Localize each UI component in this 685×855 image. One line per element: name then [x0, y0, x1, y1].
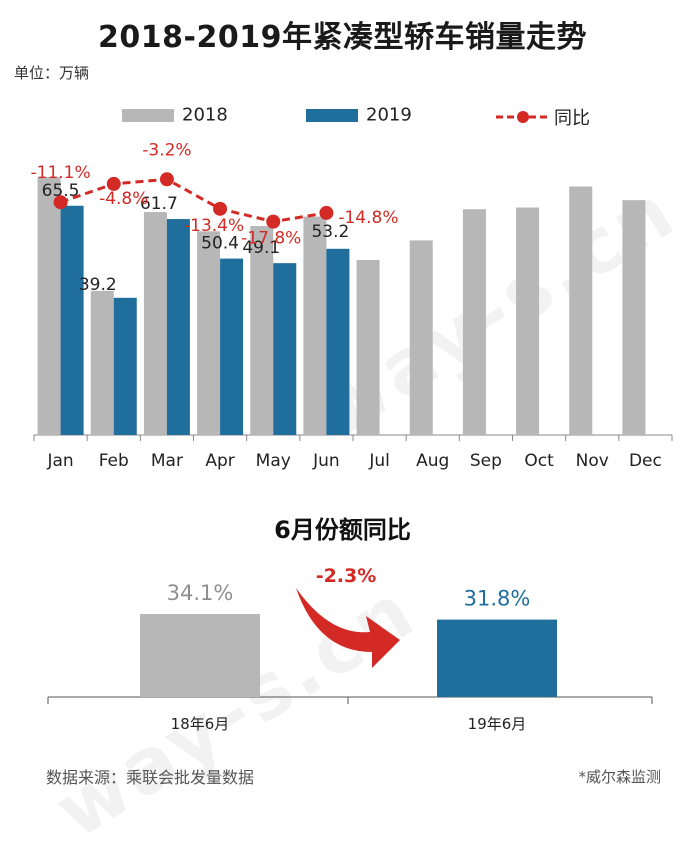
- legend-swatch-2018: [122, 108, 174, 122]
- bar-2018-aug: [409, 240, 433, 435]
- share-change-label: -2.3%: [316, 565, 377, 587]
- value-label-2019: 39.2: [79, 275, 117, 295]
- bar-2018-feb: [90, 290, 114, 435]
- legend-label-2019: 2019: [366, 104, 412, 126]
- bar-2019-jan: [60, 205, 84, 435]
- yoy-point: [266, 214, 281, 229]
- bar-2018-apr: [197, 231, 221, 435]
- legend-yoy: 同比: [494, 104, 590, 129]
- bar-2018-nov: [569, 186, 593, 435]
- x-tick-label: Oct: [524, 451, 554, 471]
- value-label-2019: 53.2: [311, 222, 349, 242]
- bar-2018-dec: [622, 200, 646, 435]
- yoy-point: [213, 201, 228, 216]
- share-value-label: 34.1%: [167, 581, 234, 605]
- yoy-label: -4.8%: [99, 189, 148, 209]
- legend-2018: 2018: [122, 104, 228, 128]
- x-tick-label: Feb: [99, 451, 129, 471]
- yoy-label: -3.2%: [142, 140, 191, 160]
- x-tick-label: Aug: [416, 451, 449, 471]
- legend-yoy-marker: [496, 111, 550, 123]
- bar-2018-may: [250, 226, 274, 435]
- yoy-point: [319, 205, 334, 220]
- bar-2019-mar: [166, 219, 190, 435]
- value-label-2019: 65.5: [42, 181, 80, 201]
- x-tick-label: Jan: [46, 451, 73, 471]
- share-chart-title: 6月份额同比: [274, 516, 411, 544]
- x-tick-label: Apr: [205, 451, 234, 471]
- bar-2019-may: [273, 263, 297, 435]
- bar-2019-feb: [113, 297, 137, 435]
- bar-2018-jun: [303, 216, 327, 435]
- bar-2018-sep: [462, 209, 486, 435]
- yoy-line: [60, 177, 327, 224]
- chart-title: 2018-2019年紧凑型轿车销量走势: [98, 20, 587, 55]
- share-category-label: 18年6月: [171, 715, 230, 733]
- unit-label: 单位：万辆: [14, 64, 90, 82]
- credit: *威尔森监测: [578, 768, 661, 786]
- legend-label-yoy: 同比: [554, 108, 590, 129]
- legend-label-2018: 2018: [182, 104, 228, 126]
- bar-2018-oct: [516, 207, 540, 435]
- bar-2018-jul: [356, 260, 380, 435]
- share-bar-0: [140, 614, 260, 697]
- x-tick-label: Dec: [629, 451, 662, 471]
- legend-2019: 2019: [306, 104, 412, 128]
- yoy-point: [159, 172, 174, 187]
- x-tick-label: Jun: [312, 451, 340, 471]
- x-tick-label: Nov: [576, 451, 609, 471]
- legend-swatch-2019: [306, 108, 358, 122]
- yoy-label: -11.1%: [31, 163, 91, 183]
- share-category-label: 19年6月: [468, 715, 527, 733]
- value-label-2019: 61.7: [140, 194, 178, 214]
- bar-2018-mar: [143, 212, 167, 435]
- x-tick-label: Sep: [470, 451, 502, 471]
- share-bar-1: [437, 619, 557, 697]
- yoy-label: -17.8%: [241, 229, 301, 249]
- sales-chart: Jan Feb Mar Apr May Jun Jul Aug Sep Oct Nov Dec 65.5…: [31, 140, 673, 471]
- x-tick-label: Jul: [368, 451, 390, 471]
- bar-2019-apr: [220, 258, 244, 435]
- bar-2018-jan: [37, 177, 61, 436]
- value-label-2019: 49.1: [242, 238, 280, 258]
- yoy-point: [53, 195, 68, 210]
- data-source: 数据来源：乘联会批发量数据: [46, 768, 255, 787]
- yoy-point: [106, 176, 121, 191]
- x-tick-label: May: [256, 451, 291, 471]
- share-value-label: 31.8%: [464, 587, 531, 611]
- change-arrow-icon: [296, 588, 400, 668]
- value-label-2019: 50.4: [201, 234, 239, 254]
- yoy-label: -14.8%: [338, 208, 398, 228]
- bar-2019-jun: [326, 248, 350, 435]
- watermark-text: way-s.cn: [40, 565, 432, 855]
- x-tick-label: Mar: [151, 451, 183, 471]
- yoy-label: -13.4%: [184, 216, 244, 236]
